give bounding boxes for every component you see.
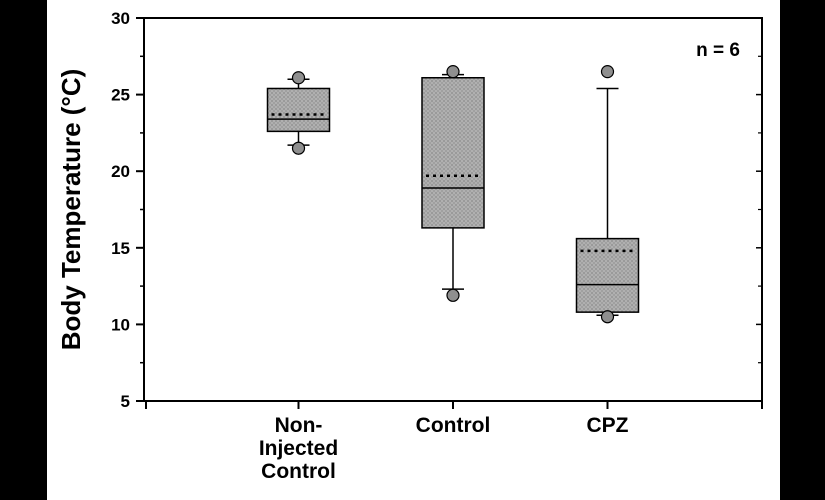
box-group	[575, 65, 640, 324]
outlier-point	[446, 288, 460, 302]
box-group	[421, 65, 485, 302]
outlier-point	[446, 65, 460, 79]
y-tick-label: 20	[111, 162, 130, 181]
outlier-point	[291, 71, 306, 85]
category-label: Injected	[259, 437, 338, 460]
y-tick-label: 25	[111, 86, 130, 105]
y-tick-label: 5	[121, 392, 130, 411]
y-tick-label: 15	[111, 239, 130, 258]
category-label: CPZ	[587, 414, 629, 437]
y-axis-title: Body Temperature (°C)	[56, 69, 86, 351]
category-label: Control	[261, 460, 336, 483]
outlier-point	[291, 141, 306, 155]
chart-figure: 5 10 15 20 25 30 Non- Injected Control Control CPZ…	[47, 0, 780, 500]
category-label: Non-	[275, 414, 323, 437]
y-tick-label: 10	[111, 315, 130, 334]
sample-size-annotation: n = 6	[696, 40, 740, 61]
box-body	[266, 87, 331, 133]
y-tick-label: 30	[111, 9, 130, 28]
box-body	[575, 237, 640, 313]
category-label: Control	[416, 414, 491, 437]
box-group	[266, 71, 331, 155]
outlier-point	[600, 310, 615, 324]
box-body	[421, 76, 485, 229]
outlier-point	[600, 65, 615, 79]
